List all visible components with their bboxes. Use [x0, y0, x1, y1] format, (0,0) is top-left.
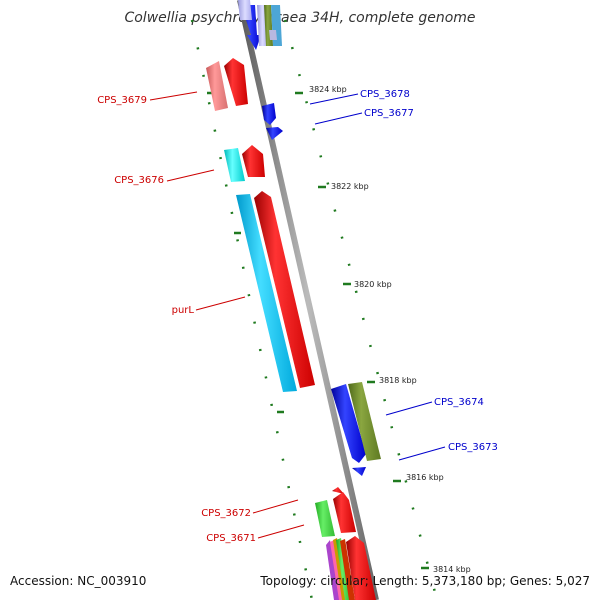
- map-title: Colwellia psychrerythraea 34H, complete …: [124, 10, 476, 26]
- gene-cps3674-partner-arrow[interactable]: [348, 382, 381, 461]
- gene-cps3676-arrow[interactable]: [224, 148, 245, 182]
- label-purl[interactable]: purL: [172, 305, 195, 316]
- gene-cps3672-partner-arrow[interactable]: [333, 492, 356, 533]
- gene-cps3671-arrow[interactable]: [315, 500, 335, 537]
- tick-label-3824: 3824 kbp: [309, 85, 347, 94]
- tick-label-3820: 3820 kbp: [354, 280, 392, 289]
- label-cps3672[interactable]: CPS_3672: [201, 508, 251, 519]
- gene-cps3673-arrow[interactable]: [352, 467, 366, 476]
- leader-lines-blue: [309, 93, 446, 461]
- label-cps3674[interactable]: CPS_3674: [434, 397, 484, 408]
- label-cps3673[interactable]: CPS_3673: [448, 442, 498, 453]
- tick-label-3816: 3816 kbp: [406, 473, 444, 482]
- gene-purl-partner-arrow[interactable]: [254, 191, 315, 388]
- outer-major-ticks: [295, 91, 429, 570]
- gene-cps3672-arrow[interactable]: [332, 487, 344, 494]
- gene-cps3677-arrow[interactable]: [266, 127, 283, 140]
- gene-purl-arrow[interactable]: [236, 194, 297, 392]
- gene-top-group: [238, 0, 282, 50]
- gene-cps3679-partner-arrow[interactable]: [224, 58, 248, 106]
- leader-lines-red: [149, 91, 305, 539]
- gene-cps3676-partner-arrow[interactable]: [242, 145, 265, 177]
- label-cps3678[interactable]: CPS_3678: [360, 89, 410, 100]
- genome-backbone: [237, 0, 379, 600]
- label-cps3671[interactable]: CPS_3671: [206, 533, 256, 544]
- tick-label-3818: 3818 kbp: [379, 376, 417, 385]
- gene-cps3674-arrow[interactable]: [331, 384, 366, 463]
- gene-cps3678-arrow[interactable]: [262, 103, 276, 125]
- gene-bottom-cluster: [326, 536, 376, 600]
- gene-cps3679-arrow[interactable]: [206, 61, 228, 111]
- tick-label-3814: 3814 kbp: [433, 565, 471, 574]
- accession-text: Accession: NC_003910: [10, 574, 147, 588]
- label-cps3679[interactable]: CPS_3679: [97, 95, 147, 106]
- genome-summary-text: Topology: circular; Length: 5,373,180 bp…: [260, 574, 590, 588]
- label-cps3677[interactable]: CPS_3677: [364, 108, 414, 119]
- label-cps3676[interactable]: CPS_3676: [114, 175, 164, 186]
- tick-label-3822: 3822 kbp: [331, 182, 369, 191]
